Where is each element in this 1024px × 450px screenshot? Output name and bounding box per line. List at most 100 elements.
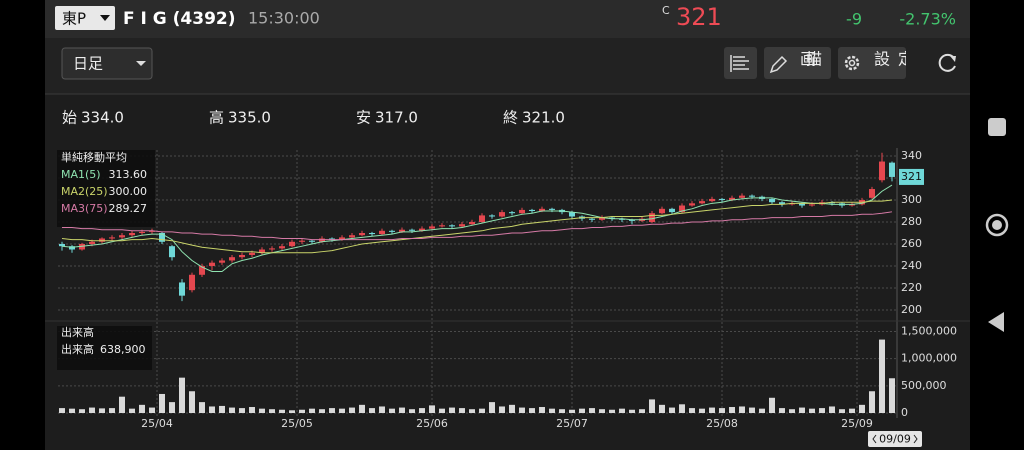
header-bar [45, 0, 970, 38]
volume-bar [569, 409, 575, 413]
volume-bar [199, 402, 205, 413]
volume-bar [559, 409, 565, 413]
volume-bar [489, 402, 495, 413]
settings-button[interactable] [838, 47, 906, 79]
candle-body [479, 215, 485, 223]
candle-body [439, 225, 445, 227]
indicator-button[interactable] [724, 47, 757, 79]
ohlc-label: 高 [209, 109, 224, 127]
volume-legend-value: 638,900 [100, 343, 146, 356]
candle-body [889, 162, 895, 177]
candle-body [549, 208, 555, 210]
refresh-icon[interactable] [938, 53, 956, 72]
period-select[interactable] [61, 47, 153, 80]
volume-bar [179, 377, 185, 413]
candle-body [329, 238, 335, 240]
volume-bar [189, 391, 195, 413]
toolbar [45, 38, 970, 94]
volume-bar [479, 408, 485, 413]
volume-bar [639, 409, 645, 413]
candle-body [709, 198, 715, 202]
volume-bar [149, 407, 155, 413]
volume-bar [209, 406, 215, 413]
nav-recents[interactable] [988, 118, 1006, 136]
candle-body [259, 249, 265, 253]
candle-body [849, 204, 855, 206]
x-tick-label: 25/06 [416, 417, 448, 430]
candle-body [469, 222, 475, 225]
volume-bar [849, 408, 855, 413]
candle-body [199, 265, 205, 275]
y-tick-label: 200 [901, 303, 922, 316]
y-tick-label: 300 [901, 193, 922, 206]
candle-body [179, 282, 185, 296]
price-flag: C [662, 4, 670, 17]
candle-body [289, 241, 295, 247]
gear-icon-hub [848, 59, 856, 67]
volume-bar [249, 407, 255, 413]
volume-bar [549, 408, 555, 413]
volume-bar [579, 408, 585, 413]
candle-body [459, 224, 465, 227]
volume-bar [649, 399, 655, 413]
candle-body [619, 218, 625, 220]
candle-body [879, 161, 885, 181]
volume-bar [389, 408, 395, 413]
volume-bar [329, 408, 335, 413]
candle-body [369, 233, 375, 235]
last-price-tag [899, 168, 924, 185]
candle-body [279, 246, 285, 249]
volume-bar [109, 408, 115, 413]
volume-bar [769, 397, 775, 413]
candle-body [519, 209, 525, 214]
volume-bar [449, 407, 455, 413]
volume-bar [239, 408, 245, 413]
draw-button[interactable] [764, 47, 831, 79]
candle-body [119, 235, 125, 238]
volume-bar [519, 407, 525, 413]
candle-body [389, 230, 395, 232]
volume-bar [119, 396, 125, 413]
volume-bar [879, 339, 885, 413]
volume-bar [619, 408, 625, 413]
candle-body [379, 230, 385, 235]
volume-bar [789, 409, 795, 413]
candle-body [69, 246, 75, 250]
legend-name: MA2(25) [61, 185, 108, 198]
market-select[interactable] [55, 6, 115, 30]
cursor-label: 09/09 [879, 433, 911, 446]
candle-body [319, 238, 325, 242]
candle-body [599, 217, 605, 220]
candle-body [809, 204, 815, 206]
volume-bar [319, 409, 325, 413]
volume-bar [499, 406, 505, 413]
candle-body [449, 225, 455, 227]
volume-bar [719, 408, 725, 413]
candle-body [149, 230, 155, 232]
cursor-next-arrow [913, 434, 918, 444]
change-percent: -2.73% [899, 10, 956, 29]
volume-bar [829, 406, 835, 413]
nav-back[interactable] [988, 312, 1004, 332]
candle-body [669, 208, 675, 213]
change: -9 [846, 10, 862, 29]
volume-tick-label: 1,500,000 [901, 324, 957, 337]
volume-bar [419, 408, 425, 413]
candle-body [869, 189, 875, 198]
legend-name: MA1(5) [61, 168, 101, 181]
volume-bar [529, 408, 535, 413]
volume-bar [819, 408, 825, 413]
candle-body [729, 197, 735, 201]
volume-bar [139, 404, 145, 413]
nav-home[interactable] [985, 213, 1009, 237]
pencil-icon [769, 55, 788, 74]
moving-average-line [61, 184, 893, 272]
volume-bar [399, 407, 405, 413]
volume-legend-title: 出来高 [61, 325, 94, 339]
moving-average-line [61, 199, 893, 254]
candle-body [239, 254, 245, 258]
candle-body [509, 212, 515, 214]
candle-body [789, 203, 795, 205]
candle-body [89, 241, 95, 244]
time: 15:30:00 [248, 9, 320, 28]
